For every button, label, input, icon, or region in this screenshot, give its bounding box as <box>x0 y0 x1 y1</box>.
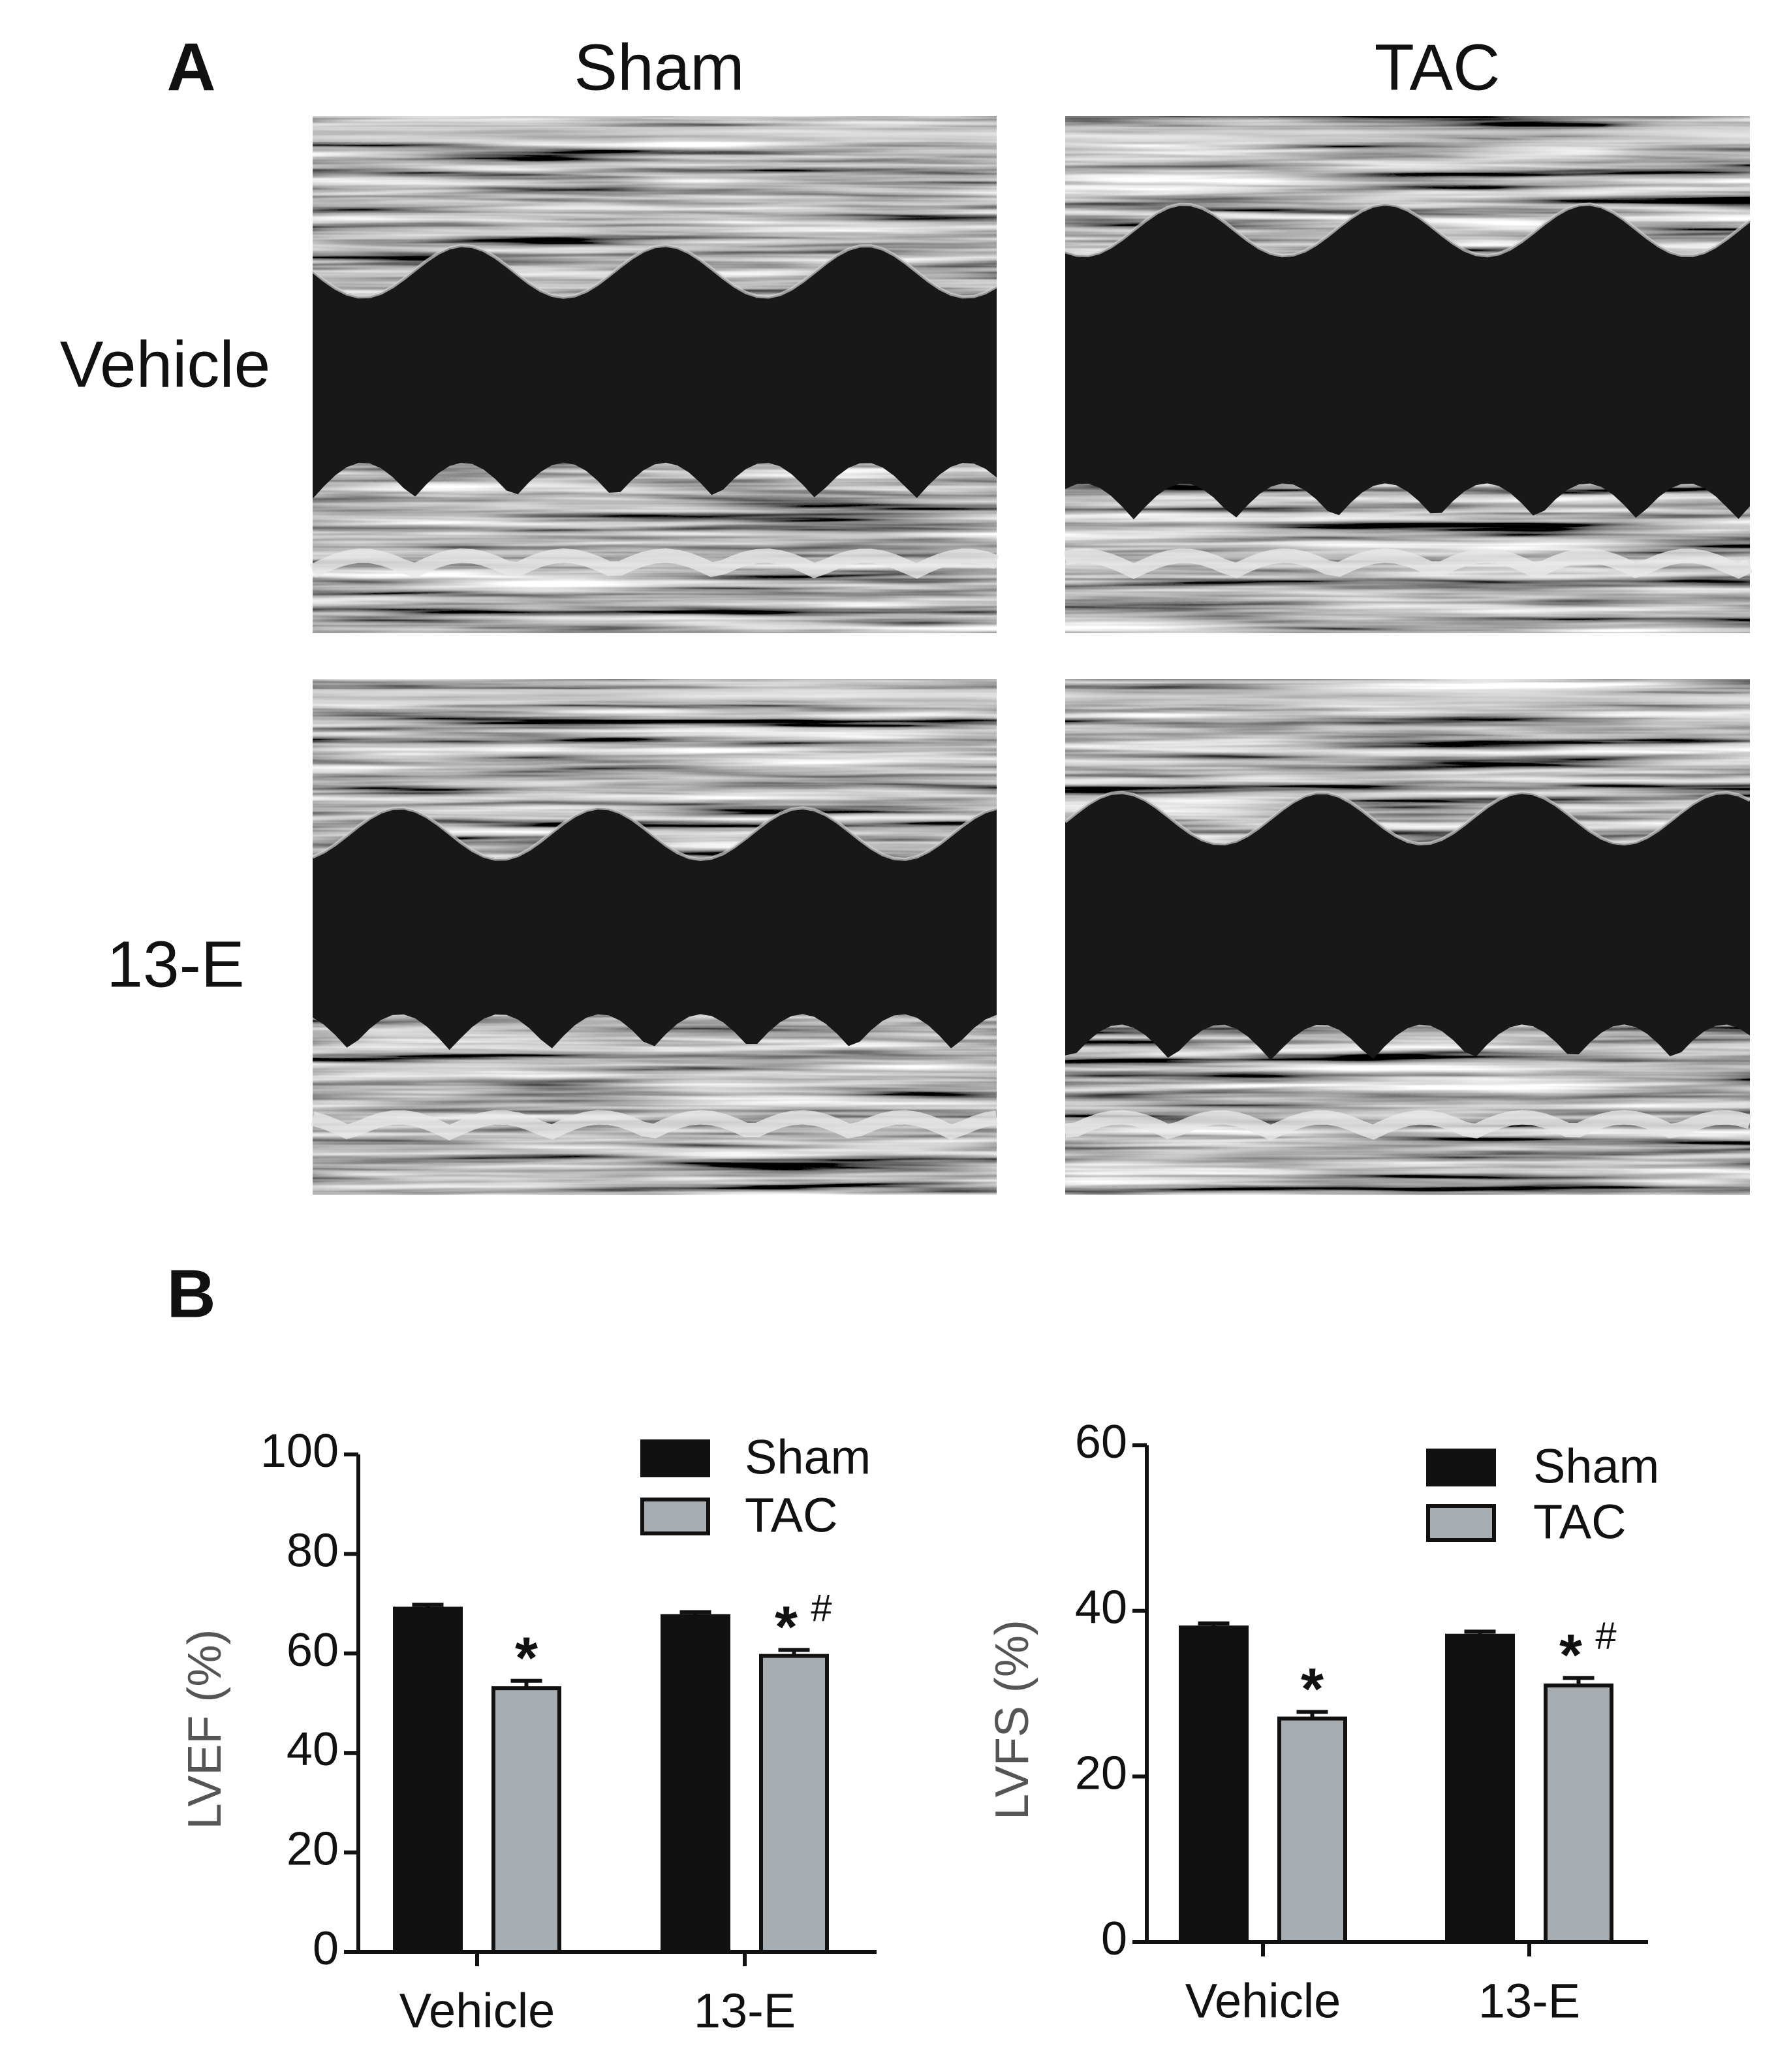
column-label: TAC <box>1375 31 1501 104</box>
echo-images <box>309 116 1753 1195</box>
chart: 0 20 40 60 80 100 LVEF (%) Vehicle * 13-E * # ShamTA… <box>179 1425 877 2038</box>
bar <box>1277 1716 1347 1945</box>
significance-mark: # <box>1595 1615 1616 1657</box>
error-bar <box>1296 1710 1328 1719</box>
error-bar <box>510 1678 542 1689</box>
echo-image <box>1064 116 1753 633</box>
echo-wall <box>311 806 997 862</box>
echo-wall <box>1064 548 1753 579</box>
row-label: 13-E <box>106 928 244 1001</box>
significance-mark: * <box>775 1595 798 1660</box>
echo-image <box>1064 679 1752 1195</box>
echo-top-band <box>1065 126 1750 142</box>
error-bar <box>1464 1629 1496 1636</box>
legend-label: Sham <box>1533 1439 1659 1494</box>
bar <box>1445 1633 1515 1944</box>
bar <box>661 1614 730 1954</box>
y-tick-label: 40 <box>287 1723 339 1776</box>
echo-wall <box>1065 202 1751 258</box>
legend-label: TAC <box>745 1488 838 1543</box>
echo-top-band <box>1065 689 1750 705</box>
legend-swatch <box>640 1439 710 1477</box>
legend-label: Sham <box>745 1430 871 1484</box>
echo-image <box>309 116 999 633</box>
echo-chamber <box>313 245 997 499</box>
significance-mark: * <box>515 1625 538 1691</box>
legend-swatch <box>1426 1504 1496 1542</box>
panel-label: A <box>166 29 215 105</box>
bar <box>393 1607 463 1954</box>
row-label: Vehicle <box>60 328 270 401</box>
bar <box>491 1686 561 1954</box>
echo-wall <box>311 1110 998 1141</box>
x-tick-label: Vehicle <box>399 1984 555 2038</box>
y-axis-label: LVEF (%) <box>179 1629 231 1830</box>
echo-chamber <box>1065 204 1750 520</box>
x-tick-label: 13-E <box>694 1984 796 2038</box>
significance-mark: * <box>1301 1657 1324 1722</box>
column-label: Sham <box>574 31 744 104</box>
y-tick-label: 0 <box>1101 1913 1127 1965</box>
echo-top-band <box>313 689 997 705</box>
echo-wall <box>1064 791 1751 846</box>
panel-label: B <box>166 1256 215 1332</box>
y-tick-label: 60 <box>1075 1416 1127 1468</box>
significance-mark: # <box>811 1587 832 1629</box>
y-tick-label: 60 <box>287 1624 339 1676</box>
y-tick-label: 40 <box>1075 1582 1127 1634</box>
echo-image <box>311 679 998 1195</box>
echo-wall <box>311 243 998 299</box>
y-tick-label: 80 <box>287 1524 339 1577</box>
y-tick-label: 20 <box>287 1823 339 1876</box>
error-bar <box>412 1603 444 1609</box>
echo-wall <box>309 548 999 579</box>
error-bar <box>1198 1621 1230 1628</box>
y-tick-label: 100 <box>260 1425 339 1477</box>
legend-swatch <box>640 1498 710 1535</box>
echo-top-band <box>313 126 997 142</box>
echo-chamber <box>1065 792 1750 1060</box>
legend-swatch <box>1426 1449 1496 1486</box>
bar <box>759 1654 829 1954</box>
significance-mark: * <box>1559 1623 1582 1688</box>
legend-label: TAC <box>1533 1495 1627 1549</box>
error-bar <box>1563 1676 1595 1686</box>
error-bar <box>679 1610 711 1616</box>
bar <box>1544 1683 1613 1944</box>
y-tick-label: 0 <box>313 1923 339 1975</box>
y-tick-label: 20 <box>1075 1747 1127 1799</box>
y-axis-label: LVFS (%) <box>986 1620 1038 1820</box>
bar <box>1179 1625 1249 1945</box>
x-tick-label: Vehicle <box>1185 1974 1341 2028</box>
x-tick-label: 13-E <box>1478 1974 1580 2028</box>
error-bar <box>778 1648 810 1656</box>
echo-wall <box>1064 1110 1752 1140</box>
echo-chamber <box>313 808 997 1050</box>
